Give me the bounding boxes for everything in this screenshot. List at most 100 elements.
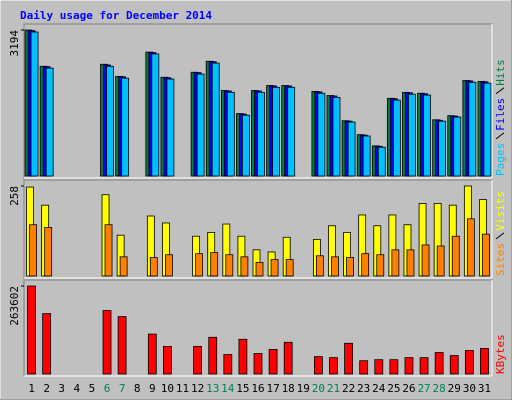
bar	[193, 345, 203, 375]
bar	[253, 353, 263, 375]
bar	[377, 146, 386, 177]
bar	[464, 350, 474, 375]
bar	[346, 257, 354, 277]
bar	[147, 333, 157, 375]
bar	[225, 254, 234, 277]
x-tick-label: 13	[206, 382, 219, 395]
bar	[104, 224, 113, 277]
legend-entry: Files	[494, 98, 507, 131]
bar	[331, 256, 339, 277]
bar	[151, 53, 160, 177]
bar	[468, 81, 477, 177]
x-tick-label: 11	[176, 382, 189, 395]
bar	[270, 259, 279, 277]
x-tick-label: 26	[402, 382, 415, 395]
x-tick-label: 6	[104, 382, 111, 395]
bar	[449, 355, 459, 375]
bar	[195, 253, 204, 277]
bar	[315, 255, 324, 277]
bar	[376, 254, 385, 277]
bar	[391, 249, 400, 277]
bar	[451, 235, 460, 277]
x-tick-label: 21	[327, 382, 340, 395]
bar	[466, 218, 475, 277]
legend-separator	[495, 232, 505, 240]
x-tick-label: 23	[357, 382, 370, 395]
x-tick-label: 3	[58, 382, 65, 395]
x-tick-label: 4	[74, 382, 81, 395]
bar	[44, 227, 53, 277]
bar	[408, 93, 416, 177]
bar	[117, 316, 127, 375]
x-tick-label: 1	[28, 382, 35, 395]
x-tick-label: 17	[266, 382, 279, 395]
bar	[165, 254, 173, 277]
x-tick-label: 12	[191, 382, 204, 395]
bar	[149, 257, 158, 277]
chart-title: Daily usage for December 2014	[20, 9, 212, 22]
bar	[285, 259, 294, 277]
x-tick-label: 8	[134, 382, 141, 395]
bar	[332, 96, 341, 177]
bar	[119, 256, 128, 277]
bar	[344, 342, 353, 375]
bar	[211, 62, 220, 177]
x-tick-label: 15	[236, 382, 249, 395]
legend-entry: Hits	[494, 59, 507, 86]
y-tick-label: 263602	[8, 286, 21, 326]
x-tick-label: 19	[297, 382, 310, 395]
x-tick-label: 25	[387, 382, 400, 395]
bar	[406, 249, 415, 277]
bar	[163, 345, 172, 375]
bar	[226, 91, 235, 177]
bar	[121, 77, 130, 177]
bar	[423, 94, 431, 177]
y-tick-label: 258	[8, 186, 21, 206]
x-tick-label: 28	[433, 382, 446, 395]
bar	[453, 116, 462, 177]
bar	[347, 121, 356, 177]
x-tick-label: 7	[119, 382, 126, 395]
bar	[242, 114, 250, 177]
bar	[196, 73, 205, 177]
bar	[223, 354, 233, 375]
bar	[210, 252, 219, 277]
bar	[45, 67, 54, 177]
legend-entry: Pages	[494, 143, 507, 176]
x-tick-label: 24	[372, 382, 386, 395]
bar	[434, 352, 444, 375]
bar	[419, 357, 429, 375]
bar	[482, 233, 490, 277]
x-tick-label: 2	[43, 382, 50, 395]
bar	[42, 313, 52, 375]
bar	[392, 99, 401, 177]
bar	[268, 349, 278, 375]
x-tick-label: 29	[448, 382, 461, 395]
bar	[317, 92, 326, 177]
bar	[361, 253, 370, 277]
bar	[106, 65, 114, 177]
x-tick-label: 16	[251, 382, 264, 395]
bar	[272, 86, 280, 177]
x-tick-label: 27	[417, 382, 430, 395]
bar	[389, 359, 399, 375]
bar	[208, 336, 218, 375]
bar	[29, 224, 37, 277]
bar	[359, 360, 369, 375]
legend-separator	[495, 132, 505, 140]
x-tick-label: 9	[149, 382, 156, 395]
bar	[329, 357, 338, 375]
bar	[404, 357, 414, 375]
x-tick-label: 22	[342, 382, 355, 395]
bar	[483, 82, 492, 177]
bar	[240, 256, 249, 277]
x-tick-label: 10	[161, 382, 174, 395]
x-tick-label: 31	[478, 382, 491, 395]
legend-separator	[495, 87, 505, 95]
bar	[166, 78, 175, 177]
bar	[30, 31, 39, 177]
x-tick-label: 30	[463, 382, 476, 395]
bar	[374, 359, 384, 375]
bar	[313, 356, 323, 375]
